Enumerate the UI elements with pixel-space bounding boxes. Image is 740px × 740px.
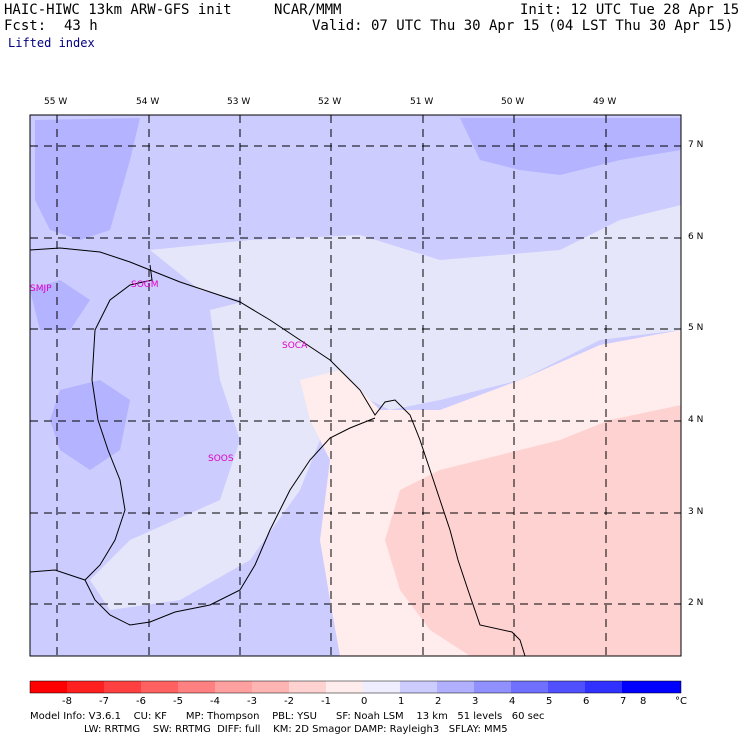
- border-guyana-suriname: [29, 264, 153, 581]
- colorbar-tick: -5: [173, 696, 183, 707]
- colorbar-tick: -6: [136, 696, 146, 707]
- colorbar-swatch: [289, 681, 326, 693]
- lon-label: 49 W: [593, 97, 617, 107]
- field-region-pink: [385, 405, 681, 656]
- org-label: NCAR/MMM: [274, 2, 342, 18]
- model-info-line-2: LW: RRTMG SW: RRTMG DIFF: full KM: 2D Sm…: [84, 724, 508, 735]
- boundaries: [29, 247, 526, 657]
- colorbar-tick: 8: [640, 696, 647, 707]
- colorbar-tick: 0: [361, 696, 368, 707]
- forecast-label: Fcst:: [4, 18, 47, 34]
- lon-label: 53 W: [227, 97, 251, 107]
- colorbar-unit: °C: [675, 696, 687, 707]
- colorbar-swatch: [585, 681, 622, 693]
- colorbar-tick: -8: [62, 696, 72, 707]
- colorbar-tick: -4: [210, 696, 220, 707]
- station-smjp: SMJP: [30, 284, 52, 294]
- lat-label: 3 N: [688, 507, 704, 517]
- lat-label: 2 N: [688, 598, 704, 608]
- colorbar-swatch: [363, 681, 400, 693]
- colorbar-swatch: [252, 681, 289, 693]
- station-soos: SOOS: [208, 454, 234, 464]
- colorbar-swatch: [400, 681, 437, 693]
- colorbar-tick: 5: [546, 696, 553, 707]
- field-region-light-blue: [150, 205, 681, 410]
- lon-label: 55 W: [44, 97, 68, 107]
- graticule: [30, 115, 681, 656]
- lat-label: 7 N: [688, 140, 704, 150]
- station-sogm: SOGM: [131, 280, 159, 290]
- colorbar: [29, 680, 682, 694]
- colorbar-swatch: [104, 681, 141, 693]
- colorbar-tick: 4: [509, 696, 516, 707]
- colorbar-tick: 6: [583, 696, 590, 707]
- forecast-hour: 43 h: [64, 18, 98, 34]
- border-suriname-french-guiana: [84, 417, 376, 626]
- lifted-index-field: [30, 115, 681, 656]
- field-blob-dark-blue-3: [50, 380, 130, 470]
- field-name: Lifted index: [8, 36, 95, 50]
- map-frame: [29, 114, 682, 657]
- colorbar-tick: -1: [321, 696, 331, 707]
- colorbar-swatch: [622, 681, 681, 693]
- lat-label: 5 N: [688, 323, 704, 333]
- colorbar-swatch: [437, 681, 474, 693]
- colorbar-tick: 7: [620, 696, 627, 707]
- lat-label: 4 N: [688, 415, 704, 425]
- colorbar-tick: -7: [99, 696, 109, 707]
- colorbar-frame: [29, 680, 682, 694]
- colorbar-swatch: [67, 681, 104, 693]
- lon-label: 54 W: [136, 97, 160, 107]
- field-blob-dark-blue-2: [460, 118, 681, 175]
- lon-label: 52 W: [318, 97, 342, 107]
- colorbar-tick: 2: [435, 696, 442, 707]
- field-blob-dark-blue-1: [35, 118, 140, 240]
- colorbar-swatch: [474, 681, 511, 693]
- field-region-light-blue-2: [90, 300, 380, 610]
- colorbar-swatch: [30, 681, 67, 693]
- colorbar-tick: 3: [472, 696, 479, 707]
- field-blob-dark-blue-4: [30, 280, 90, 330]
- model-title: HAIC-HIWC 13km ARW-GFS init: [4, 2, 232, 18]
- coastline: [29, 247, 526, 657]
- colorbar-swatch: [511, 681, 548, 693]
- colorbar-swatch: [326, 681, 363, 693]
- colorbar-swatch: [178, 681, 215, 693]
- lat-label: 6 N: [688, 232, 704, 242]
- station-soca: SOCA: [282, 341, 308, 351]
- colorbar-swatch: [141, 681, 178, 693]
- model-info-line-1: Model Info: V3.6.1 CU: KF MP: Thompson P…: [30, 711, 545, 722]
- colorbar-tick: -2: [284, 696, 294, 707]
- lon-label: 51 W: [410, 97, 434, 107]
- lon-label: 50 W: [501, 97, 525, 107]
- init-time: Init: 12 UTC Tue 28 Apr 15: [520, 2, 740, 18]
- colorbar-swatch: [215, 681, 252, 693]
- colorbar-tick: 1: [398, 696, 405, 707]
- valid-time: Valid: 07 UTC Thu 30 Apr 15 (04 LST Thu …: [312, 18, 734, 34]
- colorbar-swatch: [548, 681, 585, 693]
- colorbar-tick: -3: [247, 696, 257, 707]
